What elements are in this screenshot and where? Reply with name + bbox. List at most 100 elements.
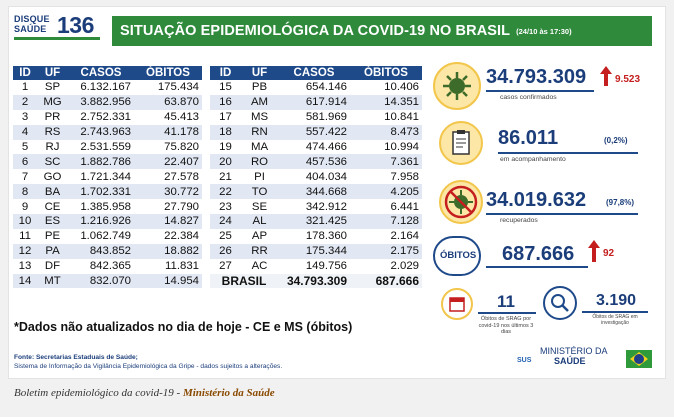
cell-uf: TO [241,184,278,200]
table-row: 19 MA 474.466 10.994 [210,139,422,155]
source-line-2: Sistema de Informação da Vigilância Epid… [14,362,283,370]
cell-id: 27 [210,258,241,274]
cell-id: 23 [210,199,241,215]
cell-casos: 2.531.559 [68,139,134,155]
col-header-casos: CASOS [68,66,134,80]
cell-uf: RS [37,124,68,140]
cell-casos: 1.882.786 [68,154,134,170]
total-obitos: 687.666 [350,273,422,289]
srag-underline [478,312,536,314]
cell-id: 18 [210,124,241,140]
cell-obitos: 22.407 [134,154,202,170]
virus-crossed-icon [439,180,483,224]
cell-id: 8 [13,184,37,200]
col-header-casos: CASOS [278,66,350,80]
cell-casos: 1.721.344 [68,169,134,185]
cell-uf: CE [37,199,68,215]
investigation-label: Óbitos de SRAG em investigação [592,314,638,326]
cell-uf: MS [241,109,278,125]
cell-uf: MT [37,273,68,289]
cell-obitos: 2.029 [350,258,422,274]
cell-uf: SP [37,80,68,95]
cell-casos: 1.385.958 [68,199,134,215]
cell-obitos: 10.841 [350,109,422,125]
cell-uf: RO [241,154,278,170]
cell-uf: SC [37,154,68,170]
table-row: 26 RR 175.344 2.175 [210,243,422,259]
cell-casos: 654.146 [278,80,350,95]
cell-obitos: 4.205 [350,184,422,200]
caption-text: Boletim epidemiológico da covid-19 - [14,387,183,399]
cell-casos: 832.070 [68,273,134,289]
caption-source: Ministério da Saúde [182,387,275,399]
cell-id: 1 [13,80,37,95]
table-row: 20 RO 457.536 7.361 [210,154,422,170]
cell-id: 10 [13,214,37,229]
cell-uf: AL [241,214,278,229]
cell-casos: 2.752.331 [68,109,134,125]
total-label: BRASIL [210,273,278,289]
monitoring-label: em acompanhamento [500,156,566,163]
up-arrow-icon [600,66,612,86]
table-row: 16 AM 617.914 14.351 [210,94,422,110]
magnifier-icon [543,286,577,320]
cell-obitos: 14.827 [134,214,202,229]
cell-casos: 617.914 [278,94,350,110]
total-casos: 34.793.309 [278,273,350,289]
table-row: 11 PE 1.062.749 22.384 [13,228,202,244]
cell-id: 11 [13,228,37,244]
deaths-label: ÓBITOS [440,250,477,261]
page-title: SITUAÇÃO EPIDEMIOLÓGICA DA COVID-19 NO B… [120,23,511,39]
logo-underline [14,37,100,40]
cell-obitos: 2.164 [350,228,422,244]
cell-obitos: 11.831 [134,258,202,274]
cell-id: 12 [13,243,37,259]
cell-id: 3 [13,109,37,125]
table-row: 15 PB 654.146 10.406 [210,80,422,95]
disque-saude-logo: DISQUE SAÚDE 136 [14,12,102,42]
virus-icon [433,62,481,110]
cell-obitos: 27.790 [134,199,202,215]
sus-logo: SUS [517,357,532,364]
cell-casos: 149.756 [278,258,350,274]
col-header-obitos: ÓBITOS [350,66,422,80]
cell-uf: GO [37,169,68,185]
ministry-logo: MINISTÉRIO DA SAÚDE [540,346,608,366]
table-row: 4 RS 2.743.963 41.178 [13,124,202,140]
cell-uf: RN [241,124,278,140]
cell-uf: SE [241,199,278,215]
cell-uf: MG [37,94,68,110]
ministry-line-2: SAÚDE [554,356,586,366]
investigation-underline [582,311,648,313]
table-row: 5 RJ 2.531.559 75.820 [13,139,202,155]
cell-obitos: 45.413 [134,109,202,125]
states-table-left: ID UF CASOS ÓBITOS 1 SP 6.132.167 175.434 2 M… [13,66,202,289]
cell-id: 26 [210,243,241,259]
cell-id: 22 [210,184,241,200]
cell-uf: PI [241,169,278,185]
cell-casos: 6.132.167 [68,80,134,95]
deaths-badge [433,236,481,276]
cell-uf: AM [241,94,278,110]
monitoring-pct: (0,2%) [604,136,628,145]
cell-id: 5 [13,139,37,155]
cell-casos: 1.062.749 [68,228,134,244]
cell-id: 14 [13,273,37,289]
table-row: 2 MG 3.882.956 63.870 [13,94,202,110]
table-row: 7 GO 1.721.344 27.578 [13,169,202,185]
cell-obitos: 7.361 [350,154,422,170]
cell-id: 19 [210,139,241,155]
cell-id: 17 [210,109,241,125]
cell-uf: BA [37,184,68,200]
cell-id: 21 [210,169,241,185]
cell-uf: PE [37,228,68,244]
logo-top: DISQUE [14,14,50,24]
title-banner: SITUAÇÃO EPIDEMIOLÓGICA DA COVID-19 NO B… [112,16,652,46]
total-row: BRASIL 34.793.309 687.666 [210,273,422,289]
cell-uf: RR [241,243,278,259]
cell-obitos: 22.384 [134,228,202,244]
cell-casos: 3.882.956 [68,94,134,110]
srag-deaths-value: 11 [497,292,515,311]
image-caption: Boletim epidemiológico da covid-19 - Min… [14,387,275,399]
table-row: 1 SP 6.132.167 175.434 [13,80,202,95]
